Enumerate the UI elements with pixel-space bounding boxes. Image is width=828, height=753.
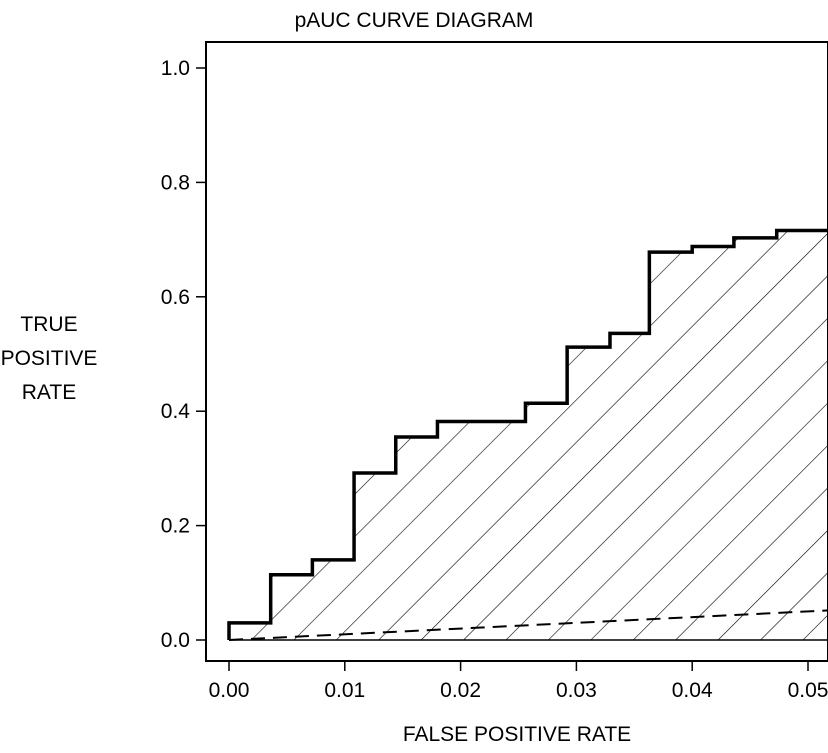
x-axis-label: FALSE POSITIVE RATE — [402, 723, 632, 746]
y-tick-label: 0.2 — [161, 515, 190, 538]
y-tick-label: 0.4 — [161, 400, 191, 423]
x-tick-label: 0.00 — [209, 679, 250, 702]
axes: 0.0 0.2 0.4 0.6 0.8 1.0 0.00 0.01 0.02 0.03 0.04 0.… — [161, 41, 828, 702]
y-tick-label: 0.8 — [161, 171, 190, 194]
x-tick-label: 0.05 — [788, 679, 828, 702]
y-tick-label: 0.6 — [161, 286, 190, 309]
plot-area — [227, 228, 828, 641]
pauc-shaded-area — [229, 230, 828, 640]
chart-title: pAUC CURVE DIAGRAM — [294, 9, 534, 32]
x-tick-label: 0.01 — [324, 679, 365, 702]
reference-dashed-line — [228, 609, 828, 641]
x-tick-label: 0.02 — [440, 679, 481, 702]
plot-frame — [205, 41, 828, 662]
x-tick-label: 0.04 — [672, 679, 713, 702]
y-axis-label: TRUE POSITIVE RATE — [0, 313, 98, 404]
y-tick-label: 1.0 — [161, 57, 190, 80]
roc-step-curve — [227, 228, 828, 640]
y-tick-label: 0.0 — [161, 629, 190, 652]
x-tick-label: 0.03 — [556, 679, 597, 702]
